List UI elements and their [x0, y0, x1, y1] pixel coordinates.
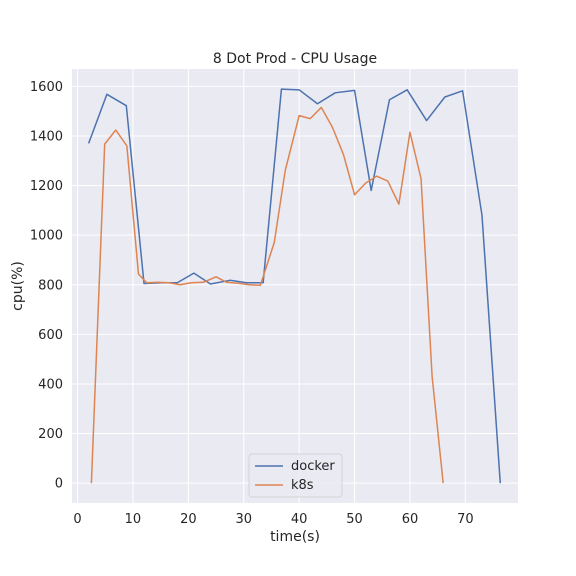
y-tick-label: 800 — [38, 278, 63, 293]
legend-label-k8s: k8s — [291, 478, 314, 493]
x-tick-label: 50 — [346, 512, 363, 527]
x-tick-label: 10 — [125, 512, 142, 527]
y-tick-label: 1600 — [30, 80, 63, 95]
x-tick-labels: 0 10 20 30 40 50 60 70 — [73, 512, 473, 527]
y-tick-label: 1000 — [30, 229, 63, 244]
legend-box — [248, 453, 343, 498]
x-tick-label: 60 — [402, 512, 419, 527]
x-tick-label: 30 — [235, 512, 252, 527]
y-tick-label: 600 — [38, 328, 63, 343]
x-tick-label: 40 — [291, 512, 308, 527]
y-tick-label: 200 — [38, 427, 63, 442]
x-axis-label: time(s) — [270, 529, 320, 545]
grid-lines — [72, 69, 518, 503]
plot-background — [72, 69, 518, 503]
x-tick-label: 0 — [73, 512, 81, 527]
chart-title: 8 Dot Prod - CPU Usage — [213, 51, 377, 67]
legend-label-docker: docker — [291, 459, 335, 474]
y-tick-label: 1200 — [30, 179, 63, 194]
x-tick-label: 20 — [180, 512, 197, 527]
y-tick-label: 400 — [38, 377, 63, 392]
y-tick-labels: 0 200 400 600 800 1000 1200 1400 1600 — [30, 80, 63, 492]
y-tick-label: 0 — [55, 477, 63, 492]
y-axis-label: cpu(%) — [10, 261, 26, 311]
y-tick-label: 1400 — [30, 129, 63, 144]
series-line-k8s — [90, 106, 444, 484]
series-lines — [87, 88, 502, 484]
legend: docker k8s — [248, 453, 343, 498]
x-tick-label: 70 — [457, 512, 474, 527]
